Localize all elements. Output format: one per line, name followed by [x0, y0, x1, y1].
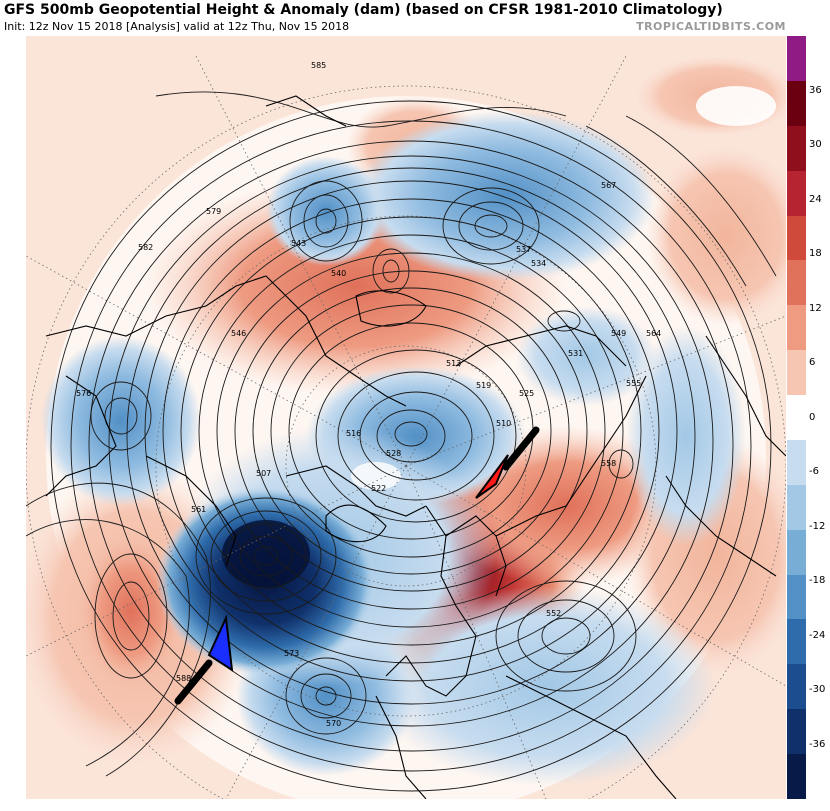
map-panel: 585 588 582 579 576 573 570 567 564 561 …: [26, 36, 786, 799]
colorbar-segment: [787, 215, 806, 261]
contour-label: 546: [231, 329, 246, 338]
colorbar-segment: [787, 305, 806, 351]
contour-label: 552: [546, 609, 561, 618]
blue-arrow: [174, 614, 234, 705]
colorbar-tick-label: 0: [809, 411, 816, 423]
colorbar-tick-label: 24: [809, 193, 822, 205]
colorbar-segment: [787, 350, 806, 396]
red-arrow: [475, 426, 540, 499]
contour-label: 570: [326, 719, 341, 728]
colorbar-segment: [787, 439, 806, 486]
colorbar-segment: [787, 170, 806, 217]
contour-label: 513: [446, 359, 461, 368]
contour-label: 579: [206, 207, 221, 216]
contour-label: 582: [138, 243, 153, 252]
colorbar-tick-label: -18: [809, 575, 826, 586]
colorbar-tick-label: 18: [809, 248, 822, 259]
colorbar-segment: [787, 709, 806, 755]
contour-label: 531: [568, 349, 583, 358]
colorbar-tick-label: -6: [809, 466, 819, 477]
contour-label: 564: [646, 329, 661, 338]
colorbar-tick-label: -12: [809, 520, 826, 532]
chart-subtitle: Init: 12z Nov 15 2018 [Analysis] valid a…: [4, 20, 350, 33]
colorbar-segment: [787, 574, 806, 620]
colorbar-segment: [787, 395, 806, 441]
chart-title: GFS 500mb Geopotential Height & Anomaly …: [4, 2, 723, 18]
colorbar-tick-label: 30: [809, 139, 822, 150]
colorbar-tick-label: -36: [809, 738, 826, 750]
colorbar-segment: [787, 754, 806, 800]
colorbar-tick-label: -30: [809, 684, 826, 695]
colorbar-tick-label: 12: [809, 302, 822, 314]
contour-label: 561: [191, 505, 206, 514]
height-contours: [26, 91, 777, 792]
contour-label: 567: [601, 181, 616, 190]
colorbar-segment: [787, 80, 806, 127]
contour-label: 576: [76, 389, 91, 398]
colorbar-segment: [787, 36, 806, 82]
contour-label-group: 585 588 582 579 576 573 570 567 564 561 …: [76, 61, 661, 728]
contour-label: 555: [626, 379, 641, 388]
brand-watermark: TROPICALTIDBITS.COM: [636, 20, 786, 33]
contour-label: 528: [386, 449, 401, 458]
contour-label: 507: [256, 469, 271, 478]
contour-label: 585: [311, 61, 326, 70]
colorbar-tick-label: 6: [809, 357, 816, 368]
contour-label: 525: [519, 389, 534, 398]
contour-label: 519: [476, 381, 491, 390]
anomaly-colorbar: [787, 36, 806, 800]
contour-label: 558: [601, 459, 616, 468]
contour-label: 534: [531, 259, 546, 268]
coastlines: [45, 95, 786, 799]
contour-label: 543: [291, 239, 306, 248]
colorbar-segment: [787, 484, 806, 531]
contour-label: 573: [284, 649, 299, 658]
colorbar-segment: [787, 260, 806, 306]
contour-label: 540: [331, 269, 346, 278]
colorbar-tick-label: 36: [809, 84, 822, 96]
contour-label: 537: [516, 245, 531, 254]
colorbar-segment: [787, 125, 806, 172]
graticule: [26, 55, 786, 799]
colorbar-tick-label: -24: [809, 629, 826, 641]
colorbar-segment: [787, 664, 806, 710]
contour-label: 516: [346, 429, 361, 438]
contour-label: 549: [611, 329, 626, 338]
colorbar-segment: [787, 529, 806, 576]
contour-label: 588: [176, 674, 191, 683]
contour-label: 510: [496, 419, 511, 428]
contour-label: 522: [371, 484, 386, 493]
colorbar-segment: [787, 619, 806, 665]
map-svg: 585 588 582 579 576 573 570 567 564 561 …: [26, 36, 786, 799]
chart-header: GFS 500mb Geopotential Height & Anomaly …: [0, 0, 830, 36]
